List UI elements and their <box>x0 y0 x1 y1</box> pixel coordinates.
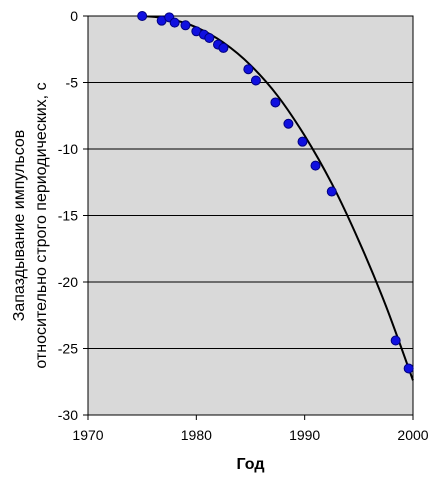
y-axis-title-line-1: Запаздывание импульсов <box>11 130 28 322</box>
y-tick-label: -25 <box>58 341 78 357</box>
y-tick-label: -10 <box>58 141 78 157</box>
data-point <box>326 186 337 197</box>
data-point <box>270 97 281 108</box>
data-point <box>204 32 215 43</box>
data-point <box>283 118 294 129</box>
gridlines <box>88 82 413 349</box>
x-tick-label: 1970 <box>72 427 103 443</box>
y-tick-label: -30 <box>58 407 78 423</box>
y-tick-label: -15 <box>58 208 78 224</box>
y-tick-label: 0 <box>70 8 78 24</box>
x-tick-labels: 1970 1980 1990 2000 <box>72 427 428 443</box>
x-tick-label: 1990 <box>289 427 320 443</box>
data-point <box>243 64 254 75</box>
x-tick-label: 1980 <box>181 427 212 443</box>
data-point <box>310 160 321 171</box>
data-point <box>137 11 148 21</box>
y-axis-title: Запаздывание импульсов относительно стро… <box>11 82 50 368</box>
x-axis-title: Год <box>237 456 265 473</box>
data-points <box>137 11 414 374</box>
data-point <box>297 136 308 147</box>
axis-ticks <box>83 15 414 420</box>
y-tick-labels: 0 -5 -10 -15 -20 -25 -30 <box>58 8 78 423</box>
data-point <box>180 20 191 31</box>
data-point <box>403 363 414 374</box>
data-point <box>390 335 401 346</box>
y-tick-label: -5 <box>66 75 79 91</box>
y-tick-label: -20 <box>58 274 78 290</box>
y-axis-title-line-2: относительно строго периодических, с <box>33 82 50 368</box>
data-point <box>169 17 180 28</box>
data-point <box>250 75 261 86</box>
x-tick-label: 2000 <box>397 427 428 443</box>
data-point <box>218 42 229 53</box>
